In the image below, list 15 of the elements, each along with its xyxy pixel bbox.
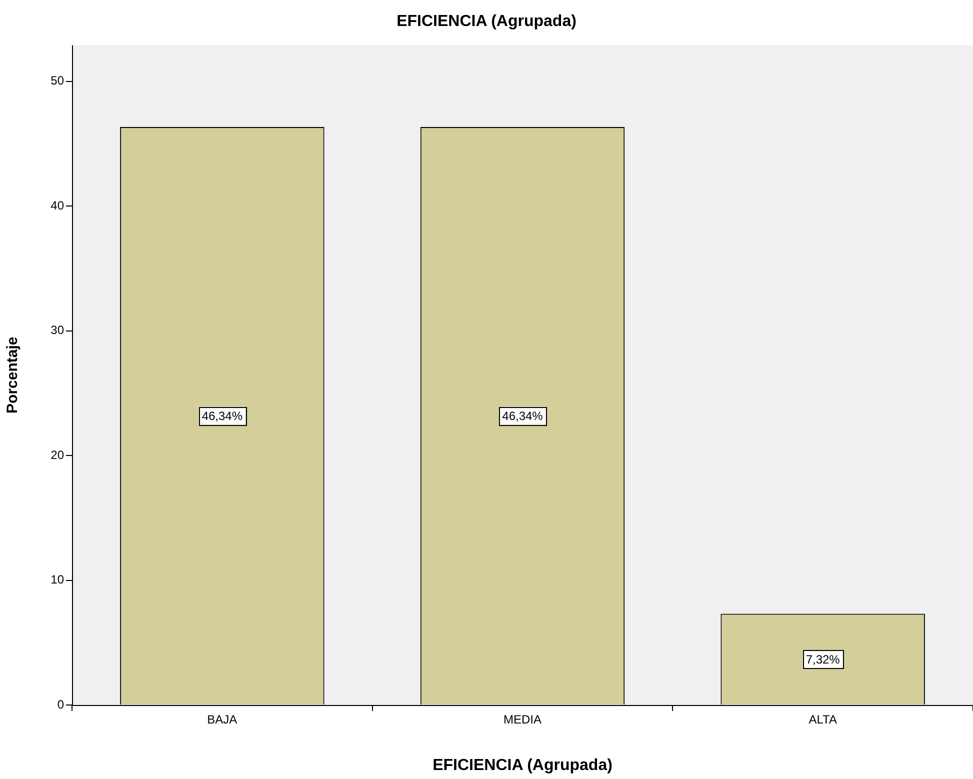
x-tick-label: MEDIA [503, 712, 542, 727]
chart-title: EFICIENCIA (Agrupada) [396, 13, 576, 30]
y-tick-label: 40 [50, 198, 64, 212]
y-tick-label: 30 [50, 323, 64, 338]
data-label: 7,32% [806, 652, 840, 666]
y-tick-label: 0 [57, 697, 64, 712]
data-label: 46,34% [502, 409, 544, 424]
y-axis-title: Porcentaje [4, 336, 22, 414]
data-label: 46,34% [202, 409, 243, 424]
y-tick-label: 10 [50, 572, 64, 587]
x-tick-label: ALTA [808, 712, 837, 727]
y-tick-label: 20 [50, 448, 64, 462]
y-tick-label: 50 [50, 74, 64, 88]
x-tick-label: BAJA [207, 712, 238, 727]
x-axis-title: EFICIENCIA (Agrupada) [432, 756, 612, 774]
